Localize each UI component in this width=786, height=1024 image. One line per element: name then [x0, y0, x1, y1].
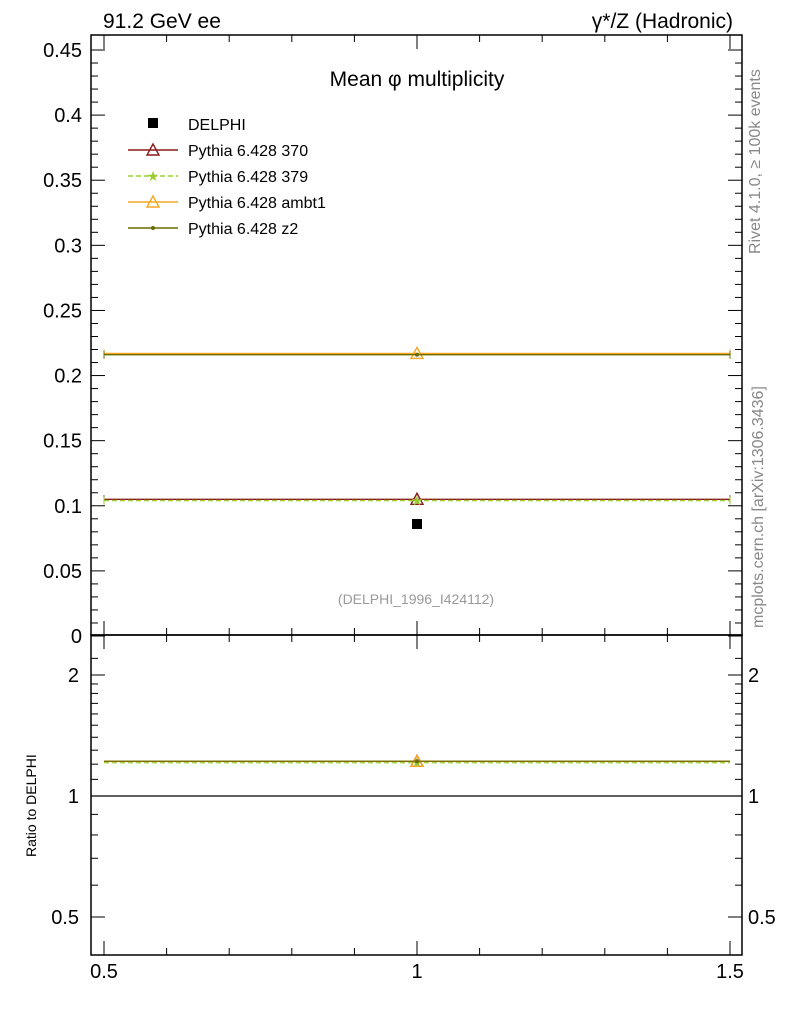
y-tick-label: 0 [71, 626, 82, 648]
x-tick-label: 1.5 [716, 961, 744, 983]
ratio-y-tick-label-right: 2 [748, 665, 759, 687]
ratio-series-group: ★ [91, 753, 742, 797]
y-tick-label: 0.4 [54, 105, 82, 127]
series-point: ★ [411, 494, 424, 510]
legend-label: DELPHI [188, 117, 246, 134]
ratio-panel-frame [90, 634, 743, 956]
x-tick-label: 0.5 [90, 961, 118, 983]
ratio-y-tick-label-right: 1 [748, 786, 759, 808]
header-left-label: 91.2 GeV ee [103, 10, 221, 33]
series-point [415, 352, 419, 357]
x-tick-label: 1 [411, 961, 422, 983]
data-point [412, 519, 422, 530]
ratio-series-point [415, 759, 419, 764]
y-tick-label: 0.45 [43, 40, 82, 62]
mcplots-label: mcplots.cern.ch [arXiv:1306.3436] [750, 386, 767, 628]
ratio-y-tick-label: 1 [68, 786, 79, 808]
chart-title: Mean φ multiplicity [330, 68, 505, 91]
ratio-axis-ticks: 0.5 0.5 1 1 2 2 0.5 1 1.5 [51, 635, 776, 983]
y-tick-label: 0.1 [54, 496, 82, 518]
rivet-version-label: Rivet 4.1.0, ≥ 100k events [747, 69, 764, 254]
analysis-watermark: (DELPHI_1996_I424112) [338, 591, 494, 607]
header-right-label: γ*/Z (Hadronic) [592, 10, 733, 33]
ratio-y-tick-label: 0.5 [51, 907, 79, 929]
legend-marker [151, 226, 155, 230]
main-series-group: ★ [103, 345, 731, 530]
legend-label: Pythia 6.428 370 [188, 143, 308, 160]
y-tick-label: 0.05 [43, 561, 82, 583]
series-point [409, 345, 425, 360]
legend-label: Pythia 6.428 379 [188, 169, 308, 186]
series-point [409, 491, 425, 505]
y-tick-label: 0.35 [43, 170, 82, 192]
legend-marker [145, 194, 161, 208]
y-tick-label: 0.15 [43, 431, 82, 453]
legend: DELPHI Pythia 6.428 370 ★ Pythia 6.428 379 P… [128, 117, 326, 238]
ratio-y-tick-label-right: 0.5 [748, 907, 776, 929]
y-tick-label: 0.25 [43, 300, 82, 322]
legend-label: Pythia 6.428 z2 [188, 221, 298, 238]
legend-marker-data [148, 118, 158, 128]
y-tick-label: 0.3 [54, 235, 82, 257]
legend-label: Pythia 6.428 ambt1 [188, 195, 326, 212]
legend-marker [145, 142, 161, 156]
main-axis-ticks: 0 0.05 0.1 0.15 0.2 0.25 0.3 0.35 0.4 0.45 [43, 35, 742, 648]
ratio-y-axis-label: Ratio to DELPHI [23, 754, 39, 857]
ratio-y-tick-label: 2 [68, 665, 79, 687]
y-tick-label: 0.2 [54, 366, 82, 388]
legend-marker: ★ [147, 169, 160, 185]
